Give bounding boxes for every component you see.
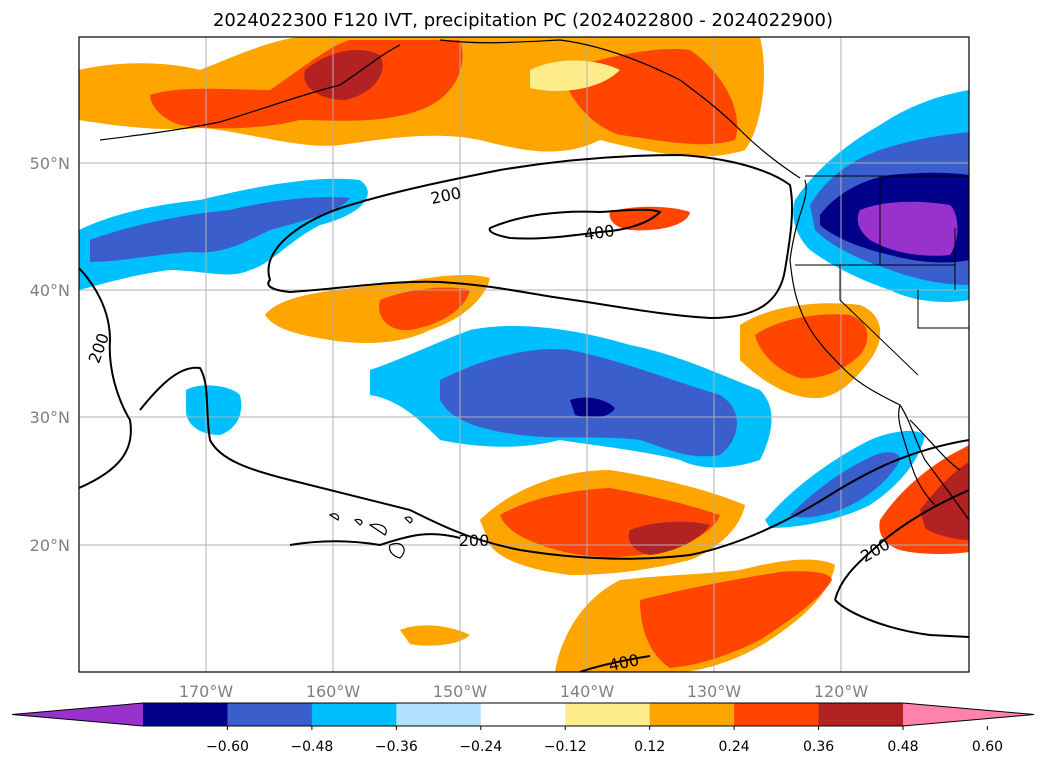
colorbar-tick-label: 0.24: [719, 739, 750, 755]
colorbar-tick-label: −0.36: [375, 739, 418, 755]
ivt-contour-200-west: [79, 267, 132, 489]
colorbar-segment: [480, 703, 566, 726]
ivt-contour-label: 400: [583, 221, 616, 244]
colorbar-extend-max: [903, 703, 1034, 726]
lon-label: 160°W: [306, 682, 361, 701]
lon-label: 170°W: [179, 682, 234, 701]
lon-labels: 170°W 160°W 150°W 140°W 130°W 120°W: [179, 682, 869, 701]
shaded-fields: [79, 37, 969, 672]
colorbar-tick-label: 0.60: [972, 739, 1003, 755]
lat-label: 40°N: [30, 281, 70, 300]
baja-peninsula: [898, 404, 961, 506]
neg-field-31n-core: [570, 397, 615, 418]
map-frame: [78, 36, 970, 673]
lat-label: 50°N: [30, 154, 70, 173]
colorbar-tick-label: −0.12: [544, 739, 587, 755]
gridlines: [79, 37, 969, 672]
ivt-contour-400-north: [488, 208, 662, 240]
colorbar-tick-label: 0.48: [887, 739, 918, 755]
pacific-nw-coast: [789, 179, 969, 521]
lat-label: 30°N: [30, 408, 70, 427]
ivt-contour-200-central: [139, 366, 969, 560]
colorbar-segment: [311, 703, 397, 726]
pos-field-gulf-alaska-inner: [150, 40, 463, 129]
map-panel: 200 400 200 200 200 400: [78, 36, 970, 675]
colorbar-segment: [565, 703, 651, 726]
ivt-contours: [79, 153, 969, 672]
lon-label: 130°W: [687, 682, 742, 701]
colorbar-outline: [11, 702, 1035, 727]
colorbar: −0.60 −0.48 −0.36 −0.24 −0.12 0.12 0.24 0.36 0.4…: [11, 702, 1035, 755]
pos-field-south-core: [640, 571, 832, 668]
lat-label: 20°N: [30, 536, 70, 555]
state-borders: [795, 176, 969, 376]
ivt-contour-200-south: [834, 489, 969, 638]
ivt-contour-200-north: [267, 153, 794, 320]
colorbar-tick-label: 0.12: [634, 739, 665, 755]
pos-field-california-core: [755, 314, 868, 379]
alaska-coast: [99, 39, 801, 179]
neg-field-nw-us-purple: [857, 201, 958, 256]
neg-field-west-47n-core: [90, 197, 350, 262]
pos-field-subtropical-deep: [628, 521, 710, 555]
pos-field-gulf-alaska-core: [304, 50, 383, 100]
neg-field-31n-west: [186, 385, 242, 435]
colorbar-segment: [649, 703, 735, 726]
colorbar-segment: [818, 703, 904, 726]
lon-label: 140°W: [560, 682, 615, 701]
lon-label: 150°W: [433, 682, 488, 701]
hawaii-islands: [328, 513, 413, 559]
pos-field-yellow-east: [530, 60, 620, 91]
colorbar-segment: [734, 703, 820, 726]
ivt-contour-200-hawaii: [289, 533, 461, 547]
colorbar-segment: [143, 703, 228, 726]
ivt-contour-400-south: [579, 655, 651, 672]
colorbar-segment: [227, 703, 313, 726]
borders: [795, 175, 969, 376]
pos-field-south-west: [400, 625, 470, 646]
colorbar-tick-label: −0.24: [459, 739, 502, 755]
lat-labels: 50°N 40°N 30°N 20°N: [30, 154, 70, 555]
colorbar-tick-label: 0.36: [803, 739, 834, 755]
colorbar-tick-label: −0.60: [206, 739, 249, 755]
pos-field-40n-core: [379, 287, 470, 331]
colorbar-extend-min: [12, 703, 143, 726]
map-title: 2024022300 F120 IVT, precipitation PC (2…: [213, 10, 833, 31]
lon-label: 120°W: [814, 682, 869, 701]
ivt-contour-label: 200: [459, 531, 490, 550]
colorbar-tick-label: −0.48: [290, 739, 333, 755]
colorbar-segment: [396, 703, 482, 726]
coastlines: [99, 39, 969, 559]
